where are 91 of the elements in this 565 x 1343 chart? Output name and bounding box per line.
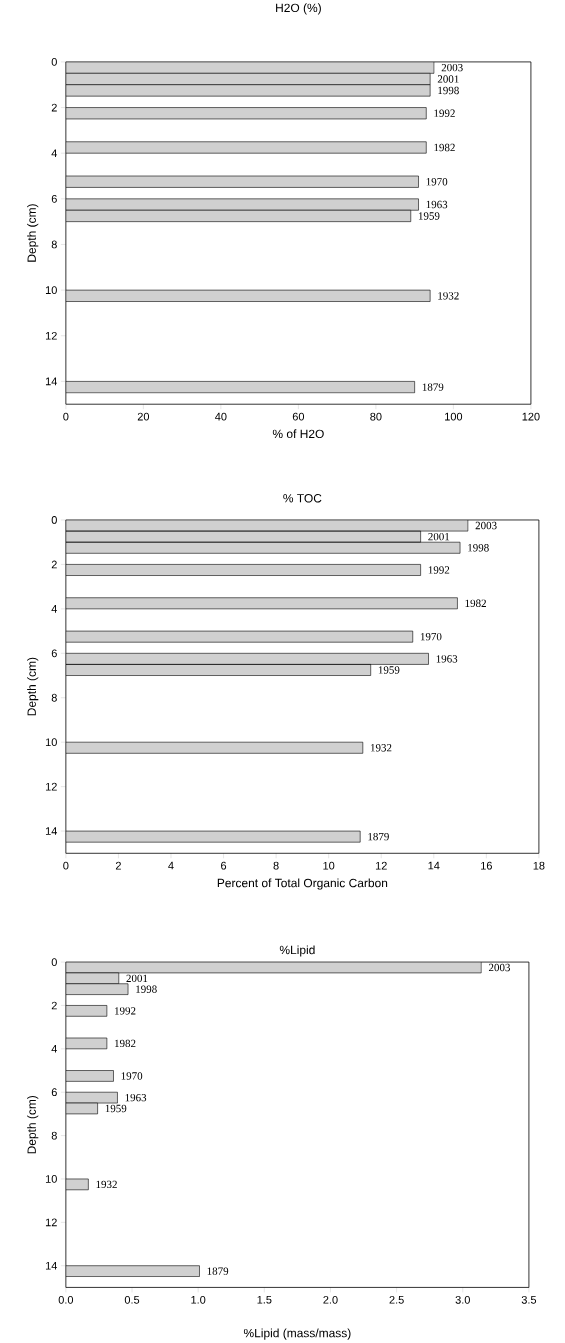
y-tick-label: 10 — [46, 286, 57, 294]
annotation: 1879 — [207, 1267, 229, 1275]
x-tick-label: 40 — [215, 412, 227, 421]
annotation: 1998 — [136, 985, 157, 993]
y-tick-label: 4 — [51, 149, 58, 157]
y-tick-label: 4 — [51, 1045, 58, 1053]
x-tick-label: 0 — [63, 861, 69, 870]
x-tick-label: 0.5 — [124, 1295, 140, 1304]
annotation: 1959 — [378, 666, 400, 674]
y-tick-label: 2 — [51, 1001, 57, 1010]
y-tick-label: 8 — [51, 240, 57, 249]
x-tick-label: 0.0 — [58, 1295, 74, 1304]
x-tick-label: 80 — [370, 412, 382, 421]
x-tick-label: 6 — [221, 861, 227, 870]
annotation: 1970 — [426, 178, 448, 186]
y-tick-label: 0 — [51, 516, 57, 524]
annotation: 1959 — [419, 212, 440, 220]
y-axis-title: Depth (cm) — [27, 204, 39, 262]
bar — [65, 597, 458, 610]
annotation: 1992 — [115, 1007, 136, 1015]
annotation: 1970 — [121, 1072, 143, 1080]
bar — [65, 830, 361, 843]
x-tick-label: 8 — [273, 861, 279, 870]
annotation: 1992 — [428, 566, 450, 574]
bar — [65, 564, 422, 576]
annotation: 1879 — [368, 832, 389, 841]
annotation: 1932 — [371, 744, 392, 752]
x-tick-label: 10 — [323, 861, 335, 870]
annotation: 2003 — [489, 963, 511, 972]
annotation: 1992 — [434, 109, 455, 117]
x-tick-label: 12 — [376, 861, 387, 870]
chart-title: %Lipid — [279, 945, 315, 957]
y-tick-label: 10 — [46, 1175, 57, 1183]
x-tick-label: 100 — [445, 412, 463, 421]
y-axis-title: Depth (cm) — [27, 657, 39, 716]
y-tick-label: 8 — [51, 693, 57, 702]
annotation: 1932 — [96, 1180, 117, 1189]
y-tick-label: 0 — [51, 958, 57, 966]
x-tick-label: 2.0 — [323, 1295, 338, 1304]
annotation: 1963 — [436, 655, 458, 663]
annotation: 1959 — [105, 1104, 127, 1113]
annotation: 1998 — [438, 86, 459, 95]
y-tick-label: 8 — [51, 1131, 57, 1140]
annotation: 1998 — [468, 544, 489, 552]
x-axis-title: % of H2O — [272, 429, 324, 439]
x-tick-label: 16 — [481, 861, 493, 870]
annotation: 2001 — [428, 532, 450, 541]
annotation: 1982 — [465, 599, 487, 608]
chart-title: % TOC — [283, 494, 322, 503]
x-tick-label: 20 — [137, 412, 150, 421]
y-tick-label: 14 — [46, 1261, 58, 1270]
annotation: 2003 — [475, 521, 497, 530]
x-tick-label: 14 — [428, 861, 440, 870]
y-tick-label: 14 — [46, 377, 58, 386]
annotation: 1963 — [426, 200, 448, 209]
annotation: 1982 — [434, 143, 455, 152]
x-tick-label: 4 — [168, 861, 174, 870]
y-tick-label: 2 — [51, 103, 57, 112]
annotation: 1932 — [438, 292, 459, 300]
y-tick-label: 6 — [51, 649, 57, 658]
y-tick-label: 4 — [51, 605, 58, 613]
y-tick-label: 6 — [51, 194, 57, 203]
x-tick-label: 3.5 — [521, 1295, 537, 1304]
x-tick-label: 1.0 — [191, 1295, 206, 1304]
x-tick-label: 3.0 — [455, 1295, 471, 1304]
annotation: 1970 — [420, 632, 442, 641]
x-tick-label: 2.5 — [389, 1295, 404, 1304]
x-tick-label: 18 — [533, 861, 545, 870]
x-axis-title: Percent of Total Organic Carbon — [217, 878, 388, 890]
annotation: 1879 — [422, 383, 444, 391]
annotation: 2003 — [441, 63, 463, 72]
y-tick-label: 10 — [46, 738, 57, 747]
x-tick-label: 60 — [292, 412, 305, 421]
y-tick-label: 2 — [51, 560, 57, 569]
x-tick-label: 1.5 — [257, 1295, 272, 1304]
x-tick-label: 0 — [63, 412, 69, 421]
y-tick-label: 12 — [46, 1218, 57, 1227]
y-tick-label: 14 — [46, 827, 58, 835]
y-axis-title: Depth (cm) — [27, 1095, 39, 1154]
x-tick-label: 120 — [522, 412, 540, 421]
annotation: 2001 — [126, 974, 148, 983]
x-tick-label: 2 — [116, 861, 122, 870]
y-tick-label: 0 — [51, 58, 57, 66]
y-tick-label: 12 — [46, 782, 57, 791]
y-tick-label: 12 — [46, 331, 57, 340]
annotation: 1982 — [115, 1039, 136, 1048]
x-axis-title: %Lipid (mass/mass) — [243, 1328, 351, 1340]
annotation: 1963 — [125, 1093, 147, 1102]
chart-title: H2O (%) — [276, 3, 321, 15]
annotation: 2001 — [437, 75, 459, 83]
y-tick-label: 6 — [51, 1088, 57, 1097]
